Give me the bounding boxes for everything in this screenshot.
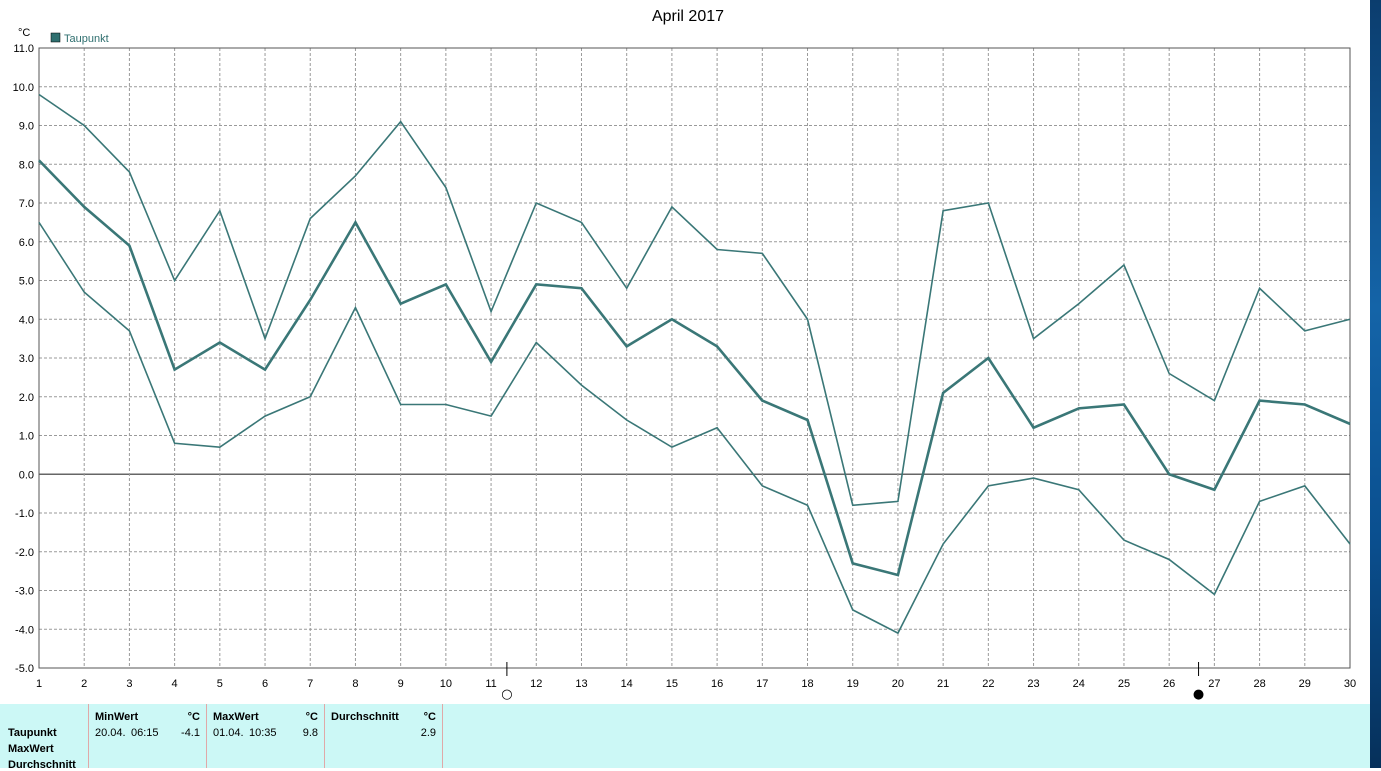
y-tick-label: 2.0 <box>19 392 34 404</box>
x-tick-label: 1 <box>36 678 42 690</box>
dewpoint-chart: April 2017 °C Taupunkt 11.010.09.08.07.0… <box>13 8 1357 702</box>
x-tick-label: 4 <box>172 678 178 690</box>
min-column: MinWert °C 20.04. 06:15 -4.1 <box>88 704 206 768</box>
y-tick-label: -5.0 <box>15 663 34 675</box>
max-column: MaxWert °C 01.04. 10:35 9.8 <box>206 704 324 768</box>
row-label-durchschnitt: Durchschnitt <box>8 759 76 771</box>
series-line-max <box>38 93 1351 507</box>
row-label-maxwert: MaxWert <box>8 743 54 755</box>
moon-phase-icon: ● <box>1193 687 1204 702</box>
x-tick-label: 20 <box>892 678 904 690</box>
x-tick-label: 21 <box>937 678 949 690</box>
y-tick-label: 7.0 <box>19 198 34 210</box>
x-tick-label: 9 <box>398 678 404 690</box>
x-tick-label: 23 <box>1027 678 1039 690</box>
y-tick-label: 8.0 <box>19 159 34 171</box>
x-tick-label: 11 <box>485 678 496 690</box>
x-tick-label: 8 <box>352 678 358 690</box>
max-value: 9.8 <box>302 727 318 739</box>
y-axis: 11.0 10.0 9.0 8.0 7.0 6.0 5.0 4.0 3.0 2.0 1.0 0.0 -1… <box>13 43 34 675</box>
x-tick-label: 12 <box>530 678 542 690</box>
y-tick-label: 9.0 <box>19 121 34 133</box>
legend-label: Taupunkt <box>64 33 109 45</box>
series-line-avg <box>38 159 1351 577</box>
x-tick-label: 27 <box>1208 678 1220 690</box>
min-unit: °C <box>187 711 200 723</box>
stats-panel: Taupunkt MaxWert Durchschnitt MinWert °C… <box>0 704 1370 771</box>
y-tick-label: 11.0 <box>13 43 34 55</box>
x-tick-label: 13 <box>575 678 587 690</box>
max-time: 10:35 <box>249 727 277 739</box>
avg-column: Durchschnitt °C 2.9 <box>324 704 443 768</box>
x-tick-label: 2 <box>81 678 87 690</box>
x-tick-label: 28 <box>1253 678 1265 690</box>
moon-phase-markers: ○ ● <box>501 662 1204 702</box>
x-tick-label: 16 <box>711 678 723 690</box>
x-tick-label: 15 <box>666 678 678 690</box>
min-header: MinWert <box>95 711 139 723</box>
chart-title: April 2017 <box>652 8 724 25</box>
y-axis-unit: °C <box>18 27 30 39</box>
y-tick-label: 4.0 <box>19 314 34 326</box>
avg-header: Durchschnitt <box>331 711 399 723</box>
x-axis: 1 2 3 4 5 6 7 8 9 10 11 12 13 14 15 16 17 18 19 20 21 22 23 24 2… <box>36 678 1356 690</box>
max-header: MaxWert <box>213 711 259 723</box>
grid <box>39 48 1350 668</box>
x-tick-label: 22 <box>982 678 994 690</box>
y-tick-label: -1.0 <box>15 508 34 520</box>
x-tick-label: 5 <box>217 678 223 690</box>
min-date: 20.04. <box>95 727 126 739</box>
max-unit: °C <box>305 711 318 723</box>
x-tick-label: 30 <box>1344 678 1356 690</box>
y-tick-label: -2.0 <box>15 547 34 559</box>
y-tick-label: 10.0 <box>13 82 34 94</box>
x-tick-label: 17 <box>756 678 768 690</box>
x-tick-label: 7 <box>307 678 313 690</box>
y-tick-label: 5.0 <box>19 276 34 288</box>
x-tick-label: 24 <box>1073 678 1085 690</box>
series-line-min <box>38 221 1351 635</box>
row-label-taupunkt: Taupunkt <box>8 727 57 739</box>
min-value: -4.1 <box>181 727 200 739</box>
min-time: 06:15 <box>131 727 159 739</box>
legend-swatch <box>50 32 61 43</box>
x-tick-label: 19 <box>847 678 859 690</box>
y-tick-label: 3.0 <box>19 353 34 365</box>
x-tick-label: 14 <box>621 678 633 690</box>
avg-value: 2.9 <box>420 727 436 739</box>
desktop-background-strip <box>1370 0 1381 768</box>
max-date: 01.04. <box>213 727 244 739</box>
y-tick-label: 1.0 <box>19 431 34 443</box>
y-tick-label: 6.0 <box>19 237 34 249</box>
y-tick-label: 0.0 <box>19 469 34 481</box>
x-tick-label: 18 <box>801 678 813 690</box>
x-tick-label: 25 <box>1118 678 1130 690</box>
y-tick-label: -3.0 <box>15 586 34 598</box>
plot-frame <box>38 47 1351 669</box>
moon-phase-icon: ○ <box>501 687 512 702</box>
avg-unit: °C <box>423 711 436 723</box>
series-group <box>38 93 1351 635</box>
y-tick-label: -4.0 <box>15 624 34 636</box>
x-tick-label: 3 <box>126 678 132 690</box>
x-tick-label: 10 <box>440 678 452 690</box>
x-tick-label: 26 <box>1163 678 1175 690</box>
x-tick-label: 29 <box>1299 678 1311 690</box>
x-tick-label: 6 <box>262 678 268 690</box>
